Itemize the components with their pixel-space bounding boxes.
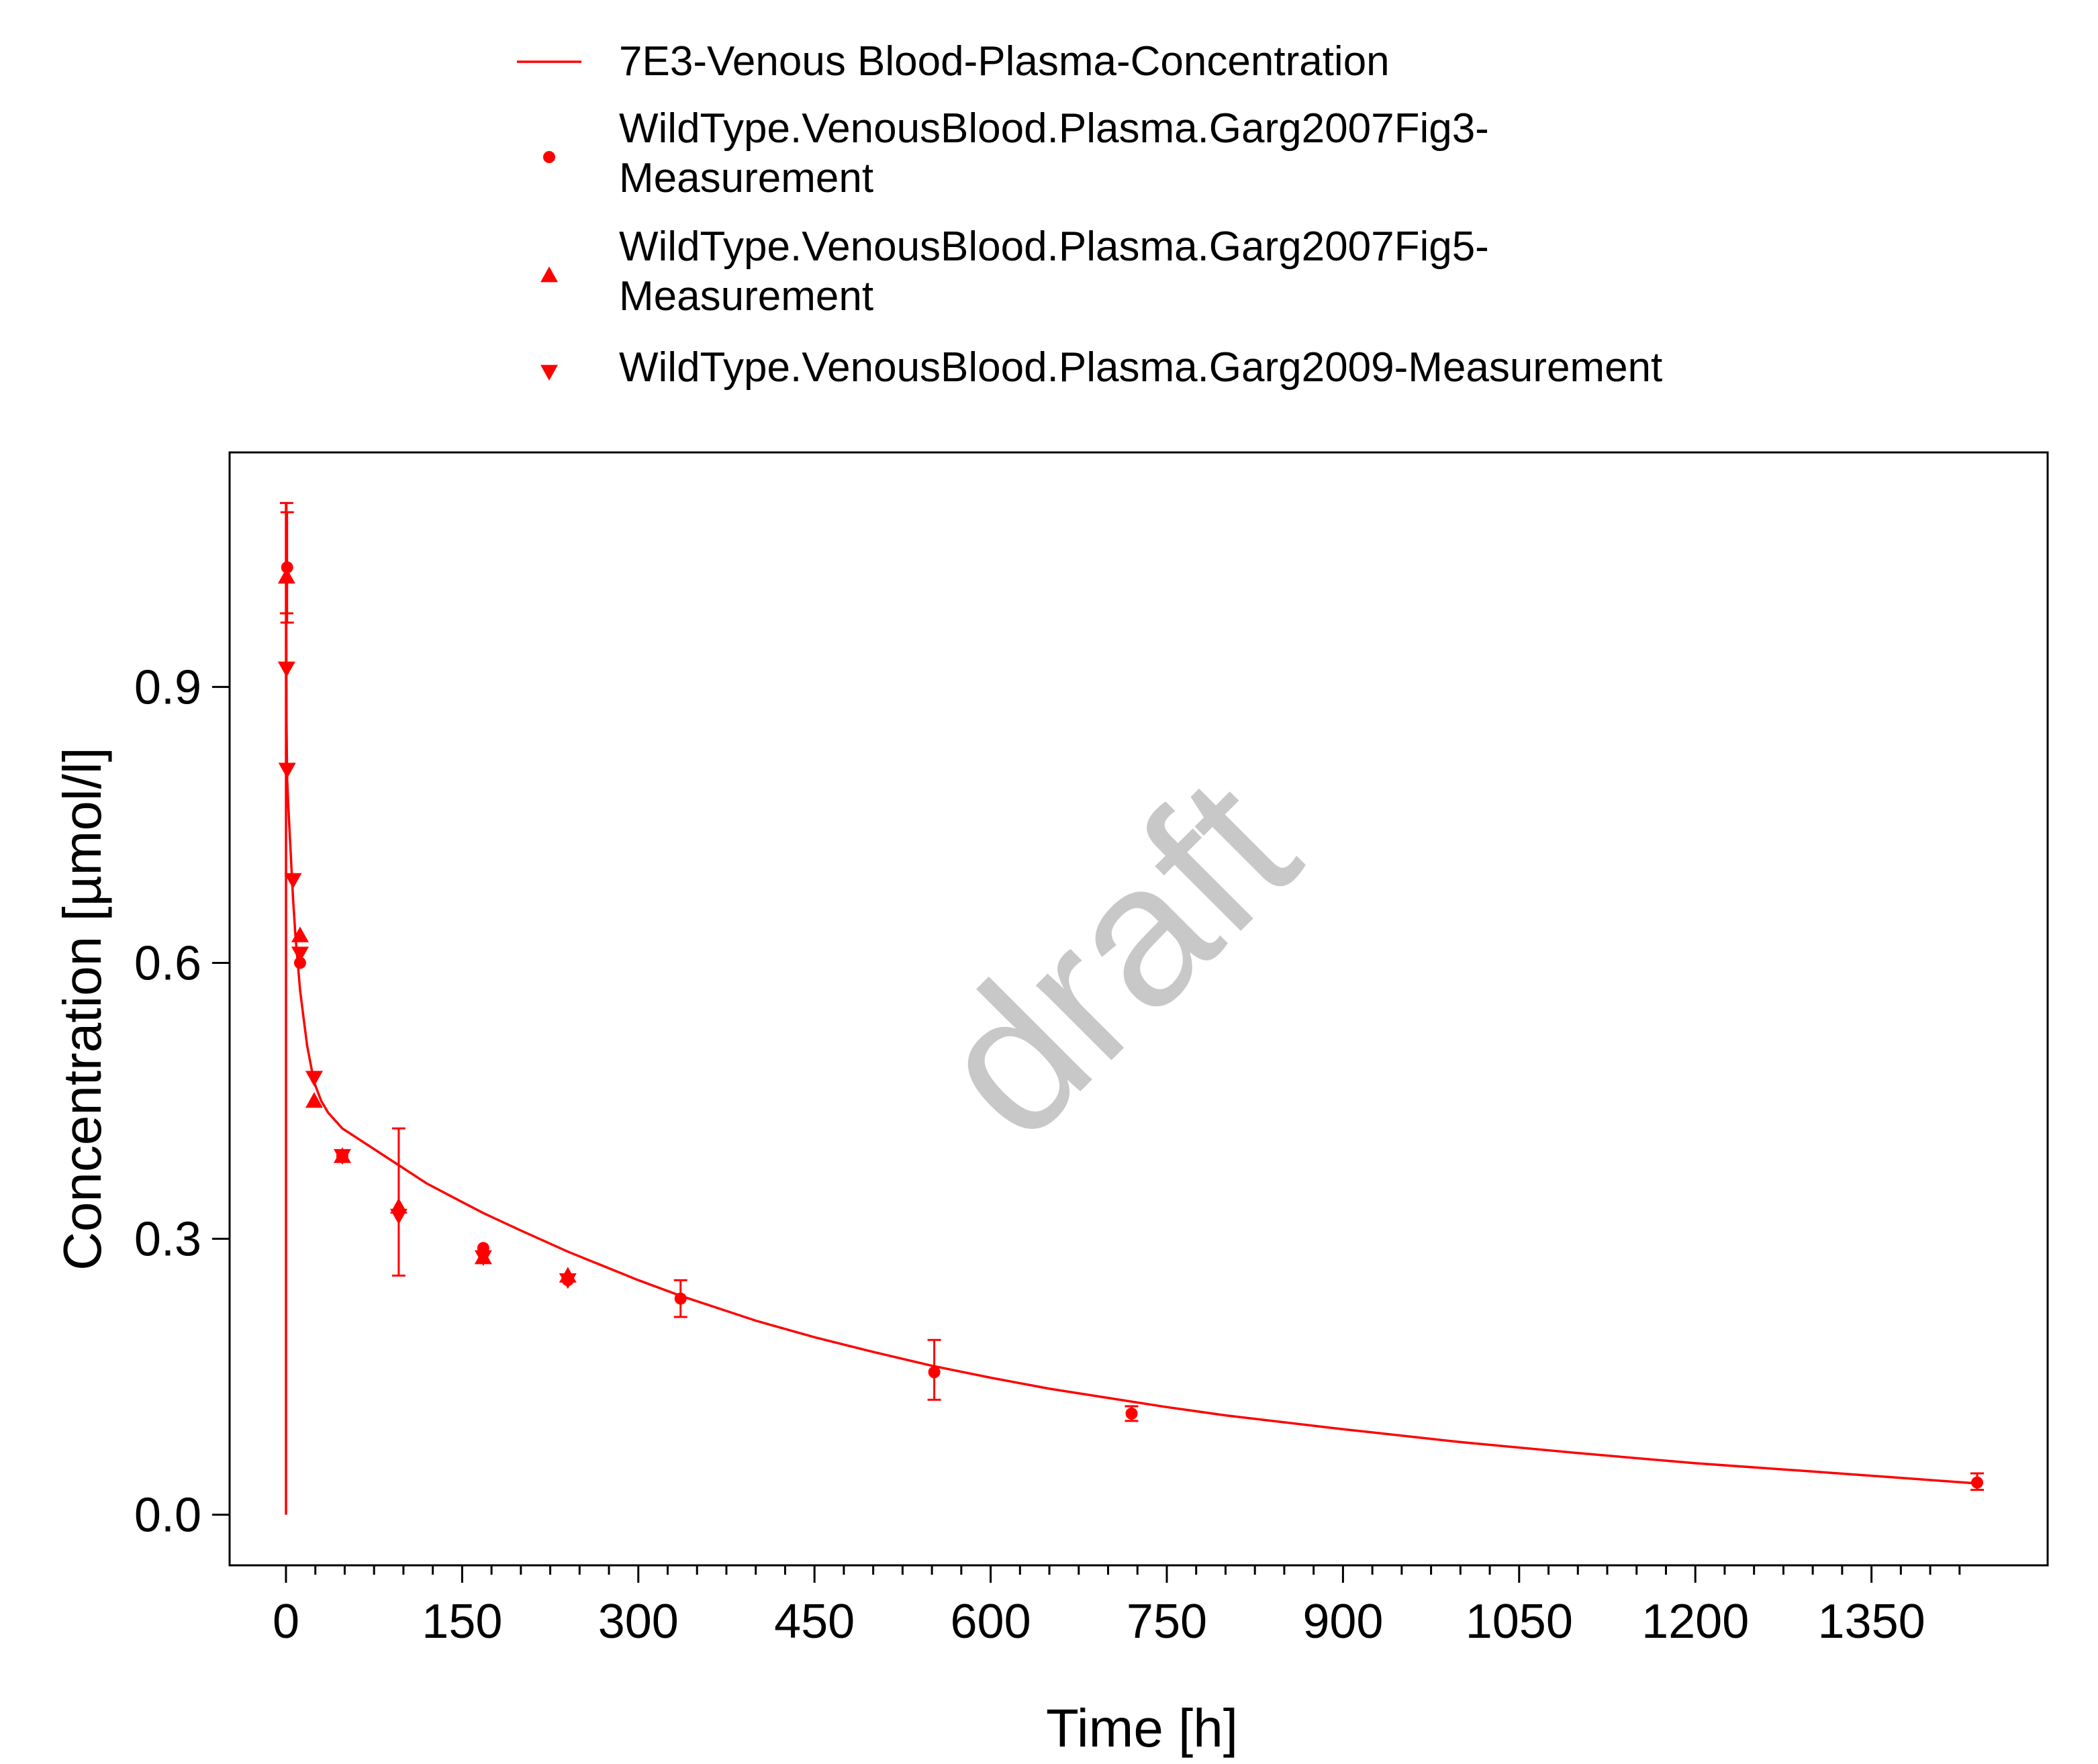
y-axis-title: Concentration [µmol/l] [52,747,112,1271]
data-point-triangle-up [291,926,309,942]
legend-label: WildType.VenousBlood.Plasma.Garg2007Fig3… [619,105,1489,152]
data-point-triangle-down [474,1250,492,1266]
y-tick-label: 0.6 [134,936,201,990]
legend-triangle-up-symbol [540,266,558,283]
x-tick-label: 750 [1127,1595,1207,1649]
data-point-circle [293,957,306,969]
legend-label: WildType.VenousBlood.Plasma.Garg2009-Mea… [619,344,1662,391]
legend-circle-symbol [543,151,555,163]
data-point-circle [674,1292,687,1305]
data-point-triangle-down [559,1273,577,1289]
x-tick-label: 1050 [1466,1595,1573,1649]
legend-label: Measurement [619,155,873,201]
x-tick-label: 300 [598,1595,679,1649]
legend-entry: WildType.VenousBlood.Plasma.Garg2009-Mea… [540,344,1662,391]
draft-watermark: draft [893,735,1338,1180]
legend-entry: 7E3-Venous Blood-Plasma-Concentration [517,38,1390,85]
data-point-triangle-down [389,1208,408,1225]
legend-label: 7E3-Venous Blood-Plasma-Concentration [619,38,1390,85]
legend-triangle-down-symbol [540,364,558,381]
x-tick-label: 900 [1302,1595,1383,1649]
x-tick-label: 0 [273,1595,299,1649]
data-point-triangle-down [305,1071,323,1087]
legend-entry: WildType.VenousBlood.Plasma.Garg2007Fig5… [540,224,1489,320]
x-tick-label: 450 [774,1595,855,1649]
series-triangle-down [277,661,577,1289]
legend-entry: WildType.VenousBlood.Plasma.Garg2007Fig3… [543,105,1489,201]
x-tick-label: 1350 [1818,1595,1925,1649]
data-point-circle [1971,1476,1984,1489]
series-triangle-up [277,501,577,1283]
x-axis-title: Time [h] [1046,1698,1238,1758]
data-point-triangle-down [333,1148,351,1165]
data-point-triangle-up [305,1092,323,1108]
y-tick-label: 0.9 [134,660,201,714]
legend: 7E3-Venous Blood-Plasma-Concentration Wil… [517,38,1662,391]
y-tick-label: 0.0 [134,1489,201,1542]
y-tick-label: 0.3 [134,1213,201,1267]
y-axis: 0.0 0.3 0.6 0.9 [134,660,230,1542]
plot-frame [228,451,2049,1567]
x-tick-label: 600 [951,1595,1031,1649]
data-point-triangle-down [277,661,295,678]
data-point-triangle-down [278,763,296,779]
data-point-triangle-down [291,946,309,963]
data-point-triangle-up [277,567,295,584]
data-point-circle [928,1366,941,1379]
x-tick-label: 150 [422,1595,502,1649]
legend-label: Measurement [619,273,873,320]
x-axis: 0 150 300 450 600 750 900 1050 1200 1350 [273,1565,1961,1649]
plot-area [277,501,1985,1515]
legend-label: WildType.VenousBlood.Plasma.Garg2007Fig5… [619,224,1489,270]
x-tick-label: 1200 [1641,1595,1749,1649]
data-point-circle [1125,1407,1138,1420]
data-point-triangle-down [284,873,302,889]
